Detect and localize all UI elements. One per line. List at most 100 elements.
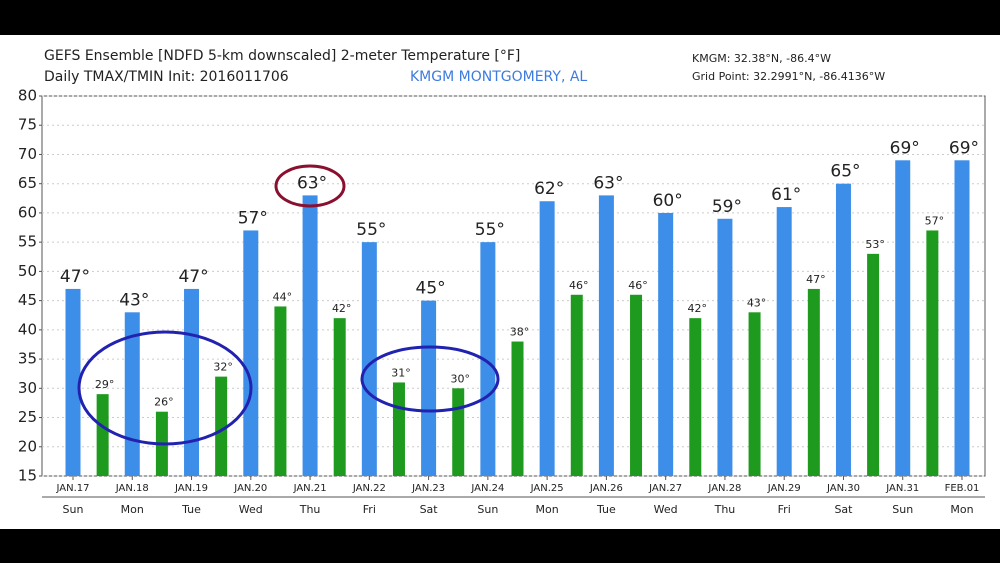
x-tick-label: JAN.26 (589, 483, 623, 494)
value-label: 43° (119, 290, 149, 310)
y-tick-label: 45 (18, 291, 37, 309)
y-tick-label: 25 (18, 408, 37, 426)
bar (333, 318, 346, 476)
bar (392, 382, 405, 476)
value-label: 45° (416, 279, 446, 299)
x-tick-label: JAN.22 (352, 483, 386, 494)
bar (215, 376, 228, 476)
bar (867, 253, 880, 476)
bar (835, 183, 851, 476)
value-label: 63° (593, 173, 623, 193)
weekday-label: Sat (420, 503, 439, 516)
y-tick-label: 30 (18, 379, 37, 397)
y-tick-label: 55 (18, 233, 37, 251)
weekday-label: Wed (654, 503, 678, 516)
value-label: 44° (273, 290, 293, 303)
annotation-circle (274, 164, 346, 208)
bar (598, 195, 614, 476)
bar (302, 195, 318, 476)
x-tick-label: JAN.28 (707, 483, 741, 494)
y-tick-label: 15 (18, 467, 37, 485)
bar (658, 212, 674, 476)
x-tick-label: JAN.30 (826, 483, 860, 494)
grid-point: Grid Point: 32.2991°N, -86.4136°W (692, 70, 885, 83)
bar (895, 160, 911, 477)
value-label: 47° (178, 267, 208, 287)
weekday-label: Sun (892, 503, 913, 516)
bar (511, 341, 524, 476)
weekday-label: Thu (714, 503, 736, 516)
y-tick-label: 50 (18, 262, 37, 280)
bar (570, 294, 583, 476)
weekday-label: Sun (63, 503, 84, 516)
value-label: 42° (332, 302, 352, 315)
annotation-circle (77, 330, 253, 446)
value-label: 26° (154, 396, 174, 409)
y-tick-label: 60 (18, 203, 37, 221)
weekday-label: Sat (834, 503, 853, 516)
value-label: 69° (949, 138, 979, 158)
value-label: 53° (865, 238, 885, 251)
value-label: 61° (771, 185, 801, 205)
y-tick-label: 70 (18, 145, 37, 163)
weekday-label: Mon (536, 503, 559, 516)
x-tick-label: FEB.01 (945, 483, 980, 494)
x-tick-label: JAN.18 (115, 483, 149, 494)
bar (776, 207, 792, 477)
chart-subtitle: Daily TMAX/TMIN Init: 2016011706 (44, 69, 289, 85)
bar (954, 160, 970, 477)
value-label: 55° (356, 220, 386, 240)
x-tick-label: JAN.25 (530, 483, 564, 494)
bar (748, 312, 761, 476)
x-tick-label: JAN.23 (411, 483, 445, 494)
weekday-label: Tue (181, 503, 201, 516)
value-label: 31° (391, 366, 411, 379)
value-label: 63° (297, 173, 327, 193)
bar (539, 201, 555, 476)
x-tick-label: JAN.31 (885, 483, 919, 494)
value-label: 30° (450, 372, 470, 385)
value-label: 55° (475, 220, 505, 240)
bar (274, 306, 287, 476)
bar (717, 218, 733, 476)
annotation-circle (360, 345, 500, 413)
weekday-label: Mon (950, 503, 973, 516)
value-label: 42° (688, 302, 708, 315)
x-tick-label: JAN.24 (470, 483, 504, 494)
weekday-label: Sun (477, 503, 498, 516)
x-tick-label: JAN.20 (233, 483, 267, 494)
bar (361, 242, 377, 476)
bar (96, 394, 109, 476)
bar (124, 312, 140, 476)
bar (689, 318, 702, 476)
chart-title: GEFS Ensemble [NDFD 5-km downscaled] 2-m… (44, 48, 520, 64)
location: KMGM MONTGOMERY, AL (410, 69, 587, 85)
value-label: 60° (653, 191, 683, 211)
x-tick-label: JAN.21 (293, 483, 327, 494)
bar (184, 288, 200, 476)
value-label: 47° (60, 267, 90, 287)
y-tick-label: 20 (18, 437, 37, 455)
y-tick-label: 80 (18, 87, 37, 105)
y-tick-label: 75 (18, 116, 37, 134)
value-label: 47° (806, 273, 826, 286)
bar (243, 230, 259, 476)
weekday-label: Tue (596, 503, 616, 516)
value-label: 59° (712, 197, 742, 217)
bar (630, 294, 643, 476)
value-label: 46° (628, 279, 648, 292)
bar (421, 300, 437, 476)
bar (65, 288, 81, 476)
value-label: 62° (534, 179, 564, 199)
x-tick-label: JAN.29 (767, 483, 801, 494)
value-label: 43° (747, 296, 767, 309)
bar (452, 388, 465, 476)
weekday-label: Fri (363, 503, 376, 516)
value-label: 46° (569, 279, 589, 292)
y-tick-label: 35 (18, 350, 37, 368)
bar (926, 230, 939, 476)
value-label: 29° (95, 378, 115, 391)
x-tick-label: JAN.17 (56, 483, 90, 494)
bar (807, 288, 820, 476)
